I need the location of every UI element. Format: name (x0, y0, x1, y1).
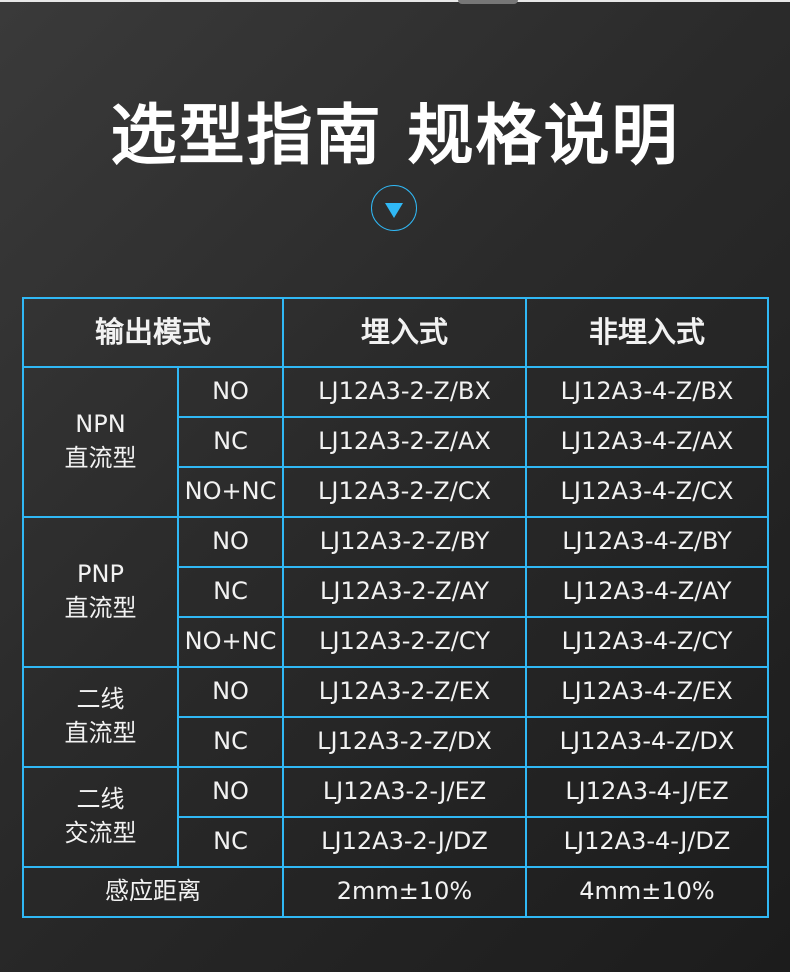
type-line1: 二线 (76, 785, 125, 814)
type-line1: 二线 (76, 685, 125, 714)
model-cell: LJ12A3-2-Z/BY (282, 516, 527, 568)
model-cell: LJ12A3-2-Z/AX (282, 416, 527, 468)
mode-cell: NC (177, 816, 284, 868)
header-cell: 非埋入式 (525, 297, 769, 368)
model-cell: LJ12A3-4-Z/AY (525, 566, 769, 618)
table-row: NO+NC LJ12A3-2-Z/CY LJ12A3-4-Z/CY (23, 616, 769, 668)
model-cell: LJ12A3-2-J/DZ (282, 816, 527, 868)
table-row: PNP 直流型 NO LJ12A3-2-Z/BY LJ12A3-4-Z/BY (22, 516, 769, 668)
page-title: 选型指南 规格说明 (110, 97, 680, 174)
footer-row: 感应距离 2mm±10% 4mm±10% (22, 866, 769, 918)
output-type-cell: 二线 直流型 (22, 666, 179, 768)
model-cell: LJ12A3-4-J/DZ (525, 816, 769, 868)
table-row: NO+NC LJ12A3-2-Z/CX LJ12A3-4-Z/CX (23, 466, 769, 518)
type-line1: PNP (77, 560, 124, 589)
sensing-distance-nonflush: 4mm±10% (525, 866, 769, 918)
mode-cell: NC (177, 416, 284, 468)
table-row: NC LJ12A3-2-Z/AX LJ12A3-4-Z/AX (23, 416, 769, 468)
model-cell: LJ12A3-4-J/EZ (525, 766, 769, 818)
table-row: 二线 交流型 NO LJ12A3-2-J/EZ LJ12A3-4-J/EZ (22, 766, 769, 868)
model-cell: LJ12A3-2-Z/AY (282, 566, 527, 618)
model-cell: LJ12A3-4-Z/BY (525, 516, 769, 568)
model-cell: LJ12A3-2-Z/DX (282, 716, 527, 768)
top-tab (458, 0, 518, 4)
type-line1: NPN (75, 410, 126, 439)
model-cell: LJ12A3-2-Z/EX (282, 666, 527, 718)
down-triangle-circle-icon (371, 185, 417, 231)
header-row: 输出模式 埋入式 非埋入式 (22, 297, 769, 368)
model-cell: LJ12A3-2-Z/BX (282, 366, 527, 418)
table-row: 二线 直流型 NO LJ12A3-2-Z/EX LJ12A3-4-Z/EX (22, 666, 769, 768)
type-line2: 直流型 (64, 594, 137, 622)
output-type-cell: NPN 直流型 (22, 366, 179, 518)
sensing-distance-label: 感应距离 (22, 866, 284, 918)
mode-cell: NO+NC (177, 466, 284, 518)
table-row: NC LJ12A3-2-J/DZ LJ12A3-4-J/DZ (23, 816, 769, 868)
mode-cell: NO (177, 366, 284, 418)
model-cell: LJ12A3-2-Z/CY (282, 616, 527, 668)
type-line2: 直流型 (64, 444, 137, 472)
mode-cell: NO (177, 766, 284, 818)
model-cell: LJ12A3-2-Z/CX (282, 466, 527, 518)
top-divider (0, 0, 790, 2)
model-cell: LJ12A3-4-Z/AX (525, 416, 769, 468)
mode-cell: NC (177, 716, 284, 768)
output-type-cell: PNP 直流型 (22, 516, 179, 668)
model-cell: LJ12A3-4-Z/EX (525, 666, 769, 718)
mode-cell: NO+NC (177, 616, 284, 668)
model-cell: LJ12A3-2-J/EZ (282, 766, 527, 818)
type-line2: 交流型 (64, 819, 137, 847)
model-cell: LJ12A3-4-Z/DX (525, 716, 769, 768)
model-cell: LJ12A3-4-Z/BX (525, 366, 769, 418)
header-cell: 输出模式 (22, 297, 284, 368)
header-cell: 埋入式 (282, 297, 527, 368)
mode-cell: NO (177, 516, 284, 568)
spec-table: 输出模式 埋入式 非埋入式 NPN 直流型 NO LJ12A3-2-Z/BX LJ12A… (22, 297, 769, 918)
sensing-distance-flush: 2mm±10% (282, 866, 527, 918)
table-row: NC LJ12A3-2-Z/DX LJ12A3-4-Z/DX (23, 716, 769, 768)
model-cell: LJ12A3-4-Z/CX (525, 466, 769, 518)
table-row: NC LJ12A3-2-Z/AY LJ12A3-4-Z/AY (23, 566, 769, 618)
mode-cell: NC (177, 566, 284, 618)
output-type-cell: 二线 交流型 (22, 766, 179, 868)
type-line2: 直流型 (64, 719, 137, 747)
mode-cell: NO (177, 666, 284, 718)
table-row: NPN 直流型 NO LJ12A3-2-Z/BX LJ12A3-4-Z/BX (22, 366, 769, 518)
model-cell: LJ12A3-4-Z/CY (525, 616, 769, 668)
